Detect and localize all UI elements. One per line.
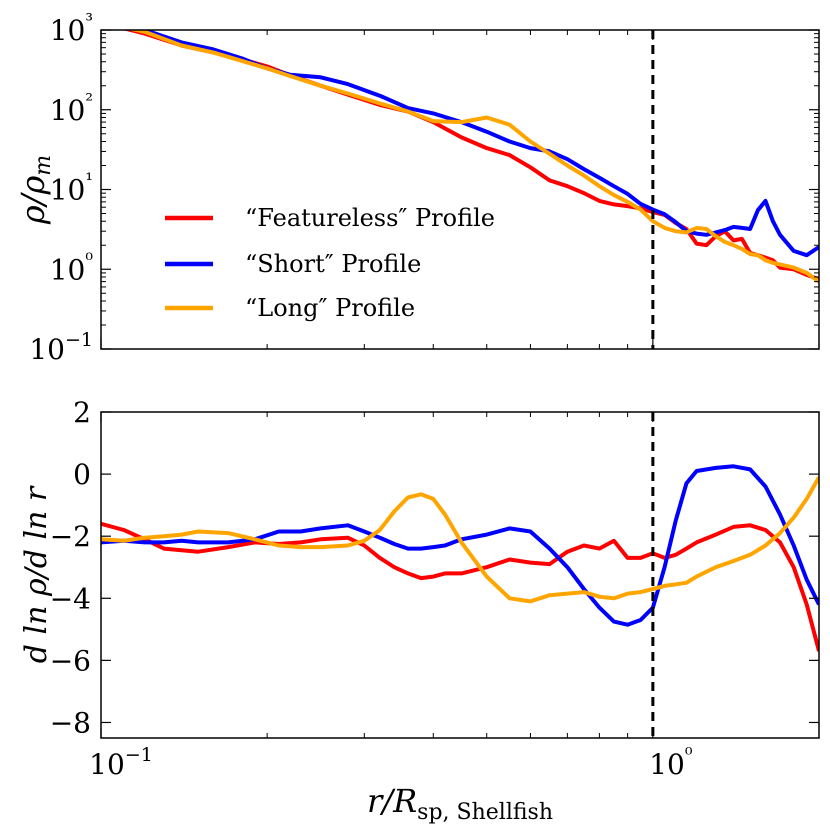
density-ytick-label: 10¹: [50, 170, 93, 207]
slope-xtick-label: 10−1: [89, 744, 153, 781]
slope-ytick-label: 2: [73, 396, 91, 429]
slope-series-0: [101, 521, 819, 652]
slope-frame: [100, 411, 820, 739]
density-ytick-label: 10³: [50, 10, 93, 47]
slope-ytick-label: −2: [50, 520, 91, 553]
slope-panel: −8 −6 −4 −2 0 2 10−1 10⁰: [50, 396, 820, 781]
slope-series-1: [101, 464, 819, 627]
density-panel: 10−1 10⁰ 10¹ 10² 10³ “Featureless″ Profile “Sh…: [29, 10, 820, 366]
density-ytick-label: 10⁰: [50, 249, 94, 286]
density-frame: [100, 29, 820, 350]
legend-label-0: “Featureless″ Profile: [245, 204, 495, 232]
legend-label-1: “Short″ Profile: [245, 250, 421, 278]
density-series-1: [136, 30, 819, 258]
legend-label-2: “Long″ Profile: [245, 294, 415, 322]
slope-ytick-label: 0: [73, 458, 91, 491]
density-ytick-label: 10²: [50, 90, 93, 127]
slope-xlabel: r/Rsp, Shellfish: [367, 782, 553, 825]
slope-xtick-label: 10⁰: [649, 744, 693, 781]
density-series-0: [122, 30, 819, 282]
density-series-2: [127, 30, 819, 284]
density-ylabel: ρ/ρm: [14, 155, 56, 225]
slope-ylabel: d ln ρ/d ln r: [19, 485, 54, 663]
slope-ytick-label: −8: [50, 706, 91, 739]
slope-ytick-label: −6: [50, 644, 91, 677]
slope-series-2: [101, 476, 819, 604]
slope-ytick-label: −4: [50, 582, 91, 615]
density-ytick-label: 10−1: [29, 329, 93, 366]
axis-labels: ρ/ρm d ln ρ/d ln r r/Rsp, Shellfish: [14, 155, 553, 825]
